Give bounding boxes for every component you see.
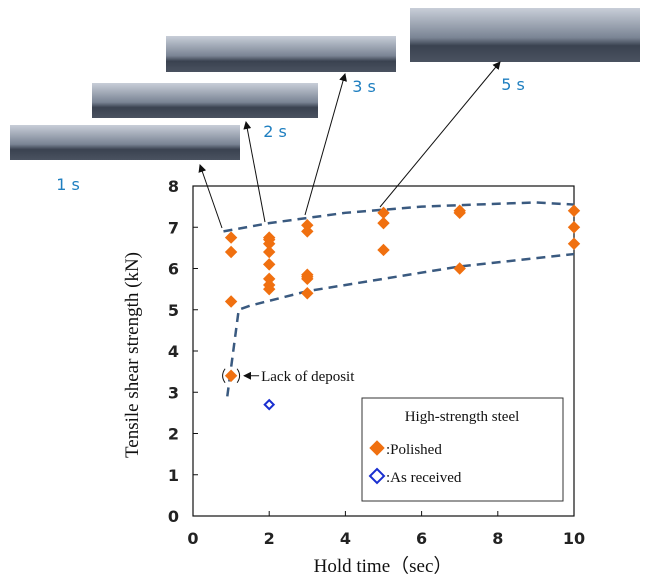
point (378, 244, 389, 255)
point (569, 222, 580, 233)
figure: Hold time（sec） Tensile shear strength (k… (0, 0, 645, 583)
photo (10, 125, 240, 160)
annotation: Lack of deposit (261, 369, 355, 385)
y-tick-label: 4 (168, 342, 179, 361)
x-axis-label: Hold time（sec） (314, 555, 453, 577)
point (265, 400, 274, 409)
y-tick-label: 2 (168, 425, 179, 444)
bracket (223, 369, 226, 383)
photos (10, 8, 640, 228)
point (226, 370, 237, 381)
y-tick-label: 8 (168, 177, 179, 196)
guide-curve (223, 203, 574, 232)
photo (410, 8, 640, 62)
y-tick-label: 7 (168, 218, 179, 237)
y-tick-label: 0 (168, 507, 179, 526)
legend-label: :Polished (386, 442, 442, 458)
x-tick-label: 10 (563, 529, 585, 548)
point (302, 288, 313, 299)
photo-label: 2 s (263, 122, 287, 141)
arrow (200, 165, 222, 228)
x-tick-label: 6 (416, 529, 427, 548)
point (378, 218, 389, 229)
photo-label: 3 s (352, 77, 376, 96)
arrow (380, 62, 500, 207)
point (264, 247, 275, 258)
y-tick-label: 3 (168, 383, 179, 402)
legend-title: High-strength steel (405, 409, 520, 425)
y-tick-label: 5 (168, 301, 179, 320)
point (454, 263, 465, 274)
point (569, 205, 580, 216)
y-tick-label: 6 (168, 260, 179, 279)
photo-label: 1 s (56, 175, 80, 194)
photo (166, 36, 396, 72)
arrow (246, 122, 265, 222)
point (264, 259, 275, 270)
y-axis-label: Tensile shear strength (kN) (122, 252, 143, 458)
point (569, 238, 580, 249)
point (226, 247, 237, 258)
x-tick-label: 2 (264, 529, 275, 548)
y-tick-label: 1 (168, 466, 179, 485)
legend-label: :As received (386, 470, 462, 486)
bracket (237, 369, 240, 383)
point (226, 296, 237, 307)
x-tick-label: 0 (187, 529, 198, 548)
x-tick-label: 8 (492, 529, 503, 548)
photo (92, 83, 318, 118)
point (226, 232, 237, 243)
x-tick-label: 4 (340, 529, 351, 548)
photo-label: 5 s (501, 75, 525, 94)
